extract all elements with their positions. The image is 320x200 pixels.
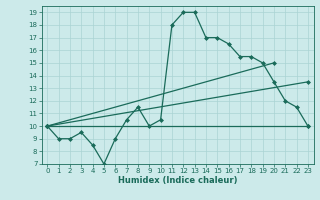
X-axis label: Humidex (Indice chaleur): Humidex (Indice chaleur) <box>118 176 237 185</box>
